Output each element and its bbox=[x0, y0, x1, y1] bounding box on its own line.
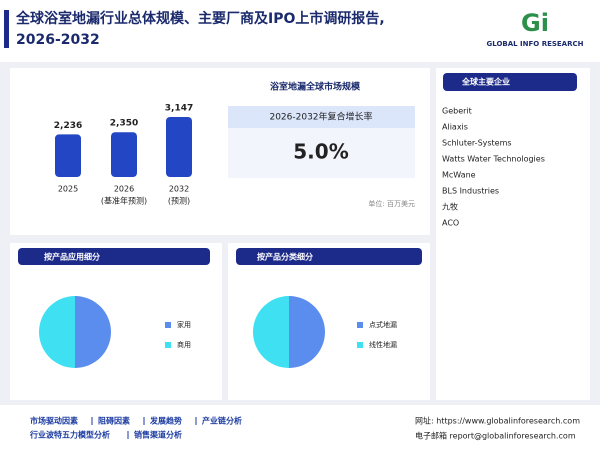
category-note: (预测) bbox=[168, 196, 190, 206]
company: Watts Water Technologies bbox=[442, 155, 545, 164]
pie-slice bbox=[289, 296, 325, 368]
company: McWane bbox=[442, 171, 476, 180]
footer-link: 产业链分析 bbox=[202, 416, 242, 426]
section-title: 按产品应用细分 bbox=[44, 252, 100, 262]
legend-label: 家用 bbox=[177, 320, 191, 329]
footer-link: 市场驱动因素 bbox=[30, 416, 78, 426]
company: ACO bbox=[442, 219, 459, 228]
legend-label: 点式地漏 bbox=[369, 320, 397, 329]
section-title: 按产品分类细分 bbox=[257, 252, 313, 262]
legend-swatch bbox=[165, 322, 171, 328]
kpi-unit: 单位: 百万美元 bbox=[368, 199, 415, 208]
kpi-value: 5.0% bbox=[293, 140, 348, 164]
pie-slice bbox=[75, 296, 111, 368]
header-bg bbox=[0, 0, 600, 62]
logo-text: GLOBAL INFO RESEARCH bbox=[487, 40, 584, 48]
category-label: 2026 bbox=[114, 185, 134, 194]
kpi-box bbox=[228, 128, 415, 178]
title: 全球浴室地漏行业总体规模、主要厂商及IPO上市调研报告, bbox=[15, 10, 385, 27]
email: 电子邮箱 report@globalinforesearch.com bbox=[415, 431, 576, 441]
value-label: 2,350 bbox=[110, 119, 138, 129]
legend-swatch bbox=[165, 342, 171, 348]
section-header bbox=[18, 248, 210, 265]
legend-swatch bbox=[357, 322, 363, 328]
footer-bg bbox=[0, 405, 600, 466]
pie-slice bbox=[39, 296, 75, 368]
category-label: 2032 bbox=[169, 185, 189, 194]
company: BLS Industries bbox=[442, 187, 499, 196]
company: Geberit bbox=[442, 107, 472, 116]
value-label: 3,147 bbox=[165, 104, 193, 114]
section-header bbox=[443, 73, 577, 91]
panel bbox=[436, 68, 590, 400]
kpi-title: 浴室地漏全球市场规模 bbox=[270, 81, 361, 93]
logo-mark: Gi bbox=[521, 9, 549, 37]
bar bbox=[55, 134, 81, 177]
legend-label: 线性地漏 bbox=[369, 340, 397, 349]
category-note: (基准年预测) bbox=[101, 196, 147, 206]
value-label: 2,236 bbox=[54, 121, 82, 131]
section-header bbox=[236, 248, 422, 265]
kpi-label: 2026-2032年复合增长率 bbox=[269, 111, 372, 123]
legend-swatch bbox=[357, 342, 363, 348]
footer-link: 销售渠道分析 bbox=[134, 430, 182, 440]
website: 网址: https://www.globalinforesearch.com bbox=[415, 416, 580, 426]
kpi-band bbox=[228, 106, 415, 128]
company: 九牧 bbox=[442, 202, 458, 212]
bar bbox=[111, 132, 137, 177]
company: Schluter-Systems bbox=[442, 139, 512, 148]
footer-link: 行业波特五力模型分析 bbox=[29, 430, 110, 440]
company: Aliaxis bbox=[442, 123, 468, 132]
category-label: 2025 bbox=[58, 185, 78, 194]
footer-link: 阻碍因素 bbox=[98, 416, 130, 426]
section-title: 全球主要企业 bbox=[461, 77, 510, 87]
pie-slice bbox=[253, 296, 289, 368]
title: 2026-2032 bbox=[16, 32, 100, 48]
legend-label: 商用 bbox=[177, 340, 191, 349]
footer-link: 发展趋势 bbox=[149, 416, 182, 426]
bar bbox=[166, 117, 192, 177]
header-accent bbox=[4, 10, 9, 48]
